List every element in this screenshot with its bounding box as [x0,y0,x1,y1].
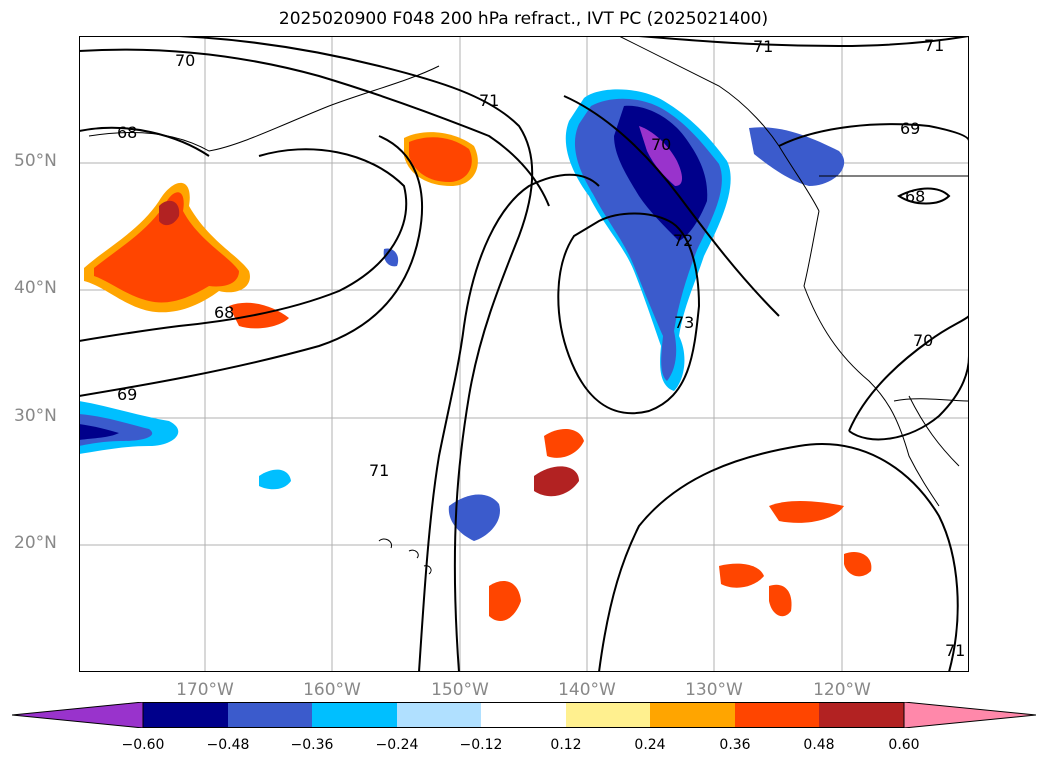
contour-label: 69 [900,119,920,138]
contour-label: 73 [674,313,694,332]
lon-label-140w: 140°W [558,680,616,700]
positive-west-lower [229,302,289,329]
contour-labels: 70 71 71 71 68 68 69 70 72 73 68 69 68 7… [117,36,965,660]
coast-west-canada [778,145,820,212]
map-panel: 70 71 71 71 68 68 69 70 72 73 68 69 68 7… [79,36,969,672]
negative-pnw-lobe [749,127,845,186]
coast-baja [908,395,960,467]
lon-label-120w: 120°W [813,680,871,700]
colorbar-tick-label: −0.36 [290,737,334,753]
negative-small-blob-1 [259,469,291,490]
positive-west-plume-deep [159,200,180,226]
negative-small-blob-2 [383,248,399,267]
contour-label: 72 [673,231,693,250]
lon-label-170w: 170°W [176,680,234,700]
contour-70-north [79,48,550,207]
negative-plume-extreme [639,126,683,186]
positive-southeast-1 [769,501,844,523]
colorbar-segment [143,702,228,728]
contour-69 [79,135,423,397]
colorbar-segment [312,702,397,728]
positive-aleutian-core [409,137,472,182]
colorbar-segment [228,702,312,728]
contour-label: 70 [175,51,195,70]
border-us-mexico [893,398,969,402]
positive-southeast-4 [844,551,872,577]
coast-aleutians [88,65,440,152]
contour-73-loop [557,212,701,415]
contour-label: 70 [651,135,671,154]
colorbar-tick-label: 0.24 [634,737,666,753]
positive-west-plume-core [94,192,239,303]
contour-68-loop [79,148,408,342]
colorbar-outline [142,702,905,728]
colorbar-extend-right [903,702,1036,728]
contour-68-west [79,126,210,157]
contour-72-plume [563,95,780,317]
colorbar-tick-label: 0.48 [803,737,835,753]
coastlines [88,36,969,575]
contour-68-east [897,187,951,205]
positive-anomaly-fills [84,132,872,621]
contour-70-loop [848,355,969,441]
coast-alaska [618,36,780,147]
colorbar-tick-label: −0.48 [206,737,250,753]
graticule [79,36,969,672]
negative-anomaly-fills [79,89,845,541]
contour-71-south [598,443,959,672]
lat-label-20n: 20°N [14,533,57,553]
map-title: 2025020900 F048 200 hPa refract., IVT PC… [278,9,769,29]
contour-label: 70 [913,331,933,350]
contour-label: 71 [945,641,965,660]
contour-label: 71 [369,461,389,480]
refractivity-contours [79,36,969,672]
positive-south-1 [489,581,521,621]
contour-label: 71 [479,91,499,110]
colorbar-tick-label: 0.36 [719,737,751,753]
lat-label-50n: 50°N [14,151,57,171]
positive-subtropical-2 [534,466,579,497]
lon-label-150w: 150°W [431,680,489,700]
colorbar-extend-left [12,702,144,728]
colorbar-tick-label: −0.24 [375,737,419,753]
colorbar-tick-label: −0.60 [121,737,165,753]
colorbar-segment [819,702,904,728]
colorbar-tick-label: 0.12 [550,737,582,753]
colorbar [12,702,1036,728]
colorbar-tick-label: −0.12 [459,737,503,753]
lat-label-30n: 30°N [14,406,57,426]
colorbar-segment [397,702,481,728]
contour-label: 68 [905,187,925,206]
negative-hawaii-region [448,494,500,541]
contour-71-arc [79,36,534,672]
positive-southeast-2 [719,563,764,588]
contour-71-central [418,173,600,672]
contour-71-east [638,36,969,48]
contour-70-southeast [848,315,969,432]
lon-label-160w: 160°W [303,680,361,700]
positive-subtropical-1 [544,429,584,458]
colorbar-tick-label: 0.60 [888,737,920,753]
contour-label: 68 [214,303,234,322]
lat-label-40n: 40°N [14,278,57,298]
contour-label: 71 [753,37,773,56]
coast-us-west [803,210,940,507]
map-border [79,36,969,672]
colorbar-segment [566,702,650,728]
hawaii-islands [378,538,432,575]
colorbar-segment [650,702,735,728]
contour-69-east [778,123,969,147]
contour-label: 69 [117,385,137,404]
contour-label: 68 [117,123,137,142]
negative-west-deep [79,424,119,440]
positive-southeast-3 [769,584,792,617]
contour-label: 71 [924,36,944,55]
colorbar-segment [481,702,566,728]
colorbar-segment [735,702,819,728]
lon-label-130w: 130°W [685,680,743,700]
